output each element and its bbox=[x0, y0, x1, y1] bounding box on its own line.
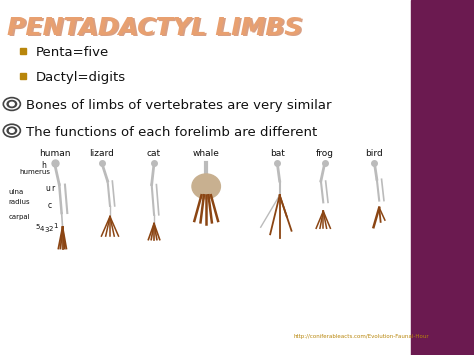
Text: whale: whale bbox=[193, 149, 219, 158]
Text: 1: 1 bbox=[53, 224, 57, 229]
Circle shape bbox=[9, 129, 14, 132]
Text: u: u bbox=[45, 184, 50, 193]
Text: Bones of limbs of vertebrates are very similar: Bones of limbs of vertebrates are very s… bbox=[26, 99, 332, 113]
Ellipse shape bbox=[192, 174, 220, 199]
Text: 4: 4 bbox=[39, 226, 44, 232]
Text: 5: 5 bbox=[36, 224, 40, 230]
Text: humerus: humerus bbox=[19, 169, 50, 175]
Text: r: r bbox=[51, 184, 55, 193]
Text: ulna: ulna bbox=[9, 189, 24, 195]
Text: h: h bbox=[41, 160, 46, 170]
Circle shape bbox=[9, 102, 14, 106]
Text: lizard: lizard bbox=[90, 149, 114, 158]
Text: PENTADACTYL LIMBS: PENTADACTYL LIMBS bbox=[9, 17, 304, 41]
Text: radius: radius bbox=[9, 200, 30, 205]
Text: cat: cat bbox=[147, 149, 161, 158]
Text: http://coniferableacts.com/Evolution-Faunal-Hour: http://coniferableacts.com/Evolution-Fau… bbox=[294, 334, 429, 339]
Bar bbox=[411, 0, 474, 355]
Text: c: c bbox=[47, 201, 52, 211]
Text: frog: frog bbox=[316, 149, 334, 158]
Circle shape bbox=[7, 100, 17, 108]
Text: human: human bbox=[39, 149, 70, 158]
Text: The functions of each forelimb are different: The functions of each forelimb are diffe… bbox=[26, 126, 317, 139]
Text: 2: 2 bbox=[49, 226, 53, 232]
Bar bbox=[0, 0, 411, 355]
Text: Penta=five: Penta=five bbox=[36, 46, 109, 59]
Text: Dactyl=digits: Dactyl=digits bbox=[36, 71, 126, 84]
Text: bird: bird bbox=[365, 149, 383, 158]
Text: 3: 3 bbox=[44, 227, 48, 233]
Text: bat: bat bbox=[270, 149, 285, 158]
Text: carpal: carpal bbox=[9, 214, 30, 219]
Circle shape bbox=[7, 127, 17, 134]
Text: PENTADACTYL LIMBS: PENTADACTYL LIMBS bbox=[7, 16, 302, 40]
